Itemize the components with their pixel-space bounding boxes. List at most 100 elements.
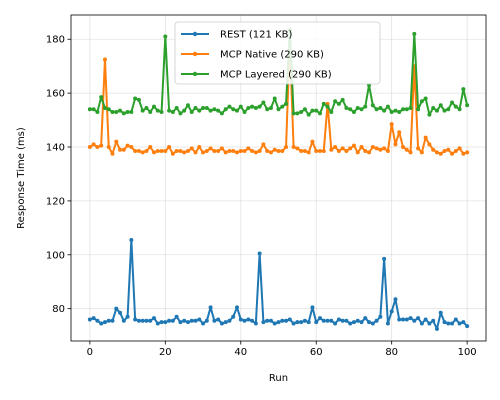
data-point bbox=[193, 105, 198, 110]
data-point bbox=[321, 318, 326, 323]
data-point bbox=[401, 107, 405, 112]
data-point bbox=[385, 104, 390, 109]
data-point bbox=[197, 145, 202, 150]
legend-label: MCP Native (290 KB) bbox=[220, 50, 324, 61]
data-point bbox=[257, 149, 262, 154]
data-point bbox=[261, 320, 266, 325]
data-point bbox=[291, 321, 296, 326]
data-point bbox=[370, 321, 375, 326]
data-point bbox=[276, 149, 281, 154]
data-point bbox=[204, 149, 209, 154]
data-point bbox=[434, 108, 439, 113]
data-point bbox=[404, 107, 409, 112]
data-point bbox=[170, 318, 175, 323]
data-point bbox=[450, 100, 455, 105]
data-point bbox=[238, 317, 243, 322]
data-point bbox=[189, 109, 194, 114]
data-point bbox=[235, 108, 239, 113]
data-point bbox=[351, 143, 356, 148]
data-point bbox=[144, 318, 149, 323]
data-point bbox=[457, 107, 462, 112]
data-point bbox=[378, 105, 383, 110]
data-point bbox=[152, 316, 156, 321]
y-tick-label: 100 bbox=[46, 250, 65, 261]
data-point bbox=[427, 321, 432, 326]
data-point bbox=[163, 149, 168, 154]
data-point bbox=[385, 149, 390, 154]
data-point bbox=[370, 145, 375, 150]
legend-item-rest-121-kb: REST (121 KB) bbox=[181, 30, 292, 41]
data-point bbox=[446, 147, 451, 152]
data-point bbox=[434, 150, 439, 155]
data-point bbox=[333, 321, 338, 326]
data-point bbox=[174, 149, 179, 154]
data-point bbox=[382, 108, 387, 113]
data-point bbox=[299, 320, 304, 325]
data-point bbox=[280, 318, 285, 323]
data-point bbox=[310, 108, 315, 113]
data-point bbox=[385, 321, 390, 326]
data-point bbox=[389, 309, 394, 314]
data-point bbox=[219, 111, 224, 116]
data-point bbox=[133, 96, 138, 101]
data-point bbox=[314, 320, 319, 325]
data-point bbox=[193, 318, 198, 323]
data-point bbox=[359, 107, 364, 112]
data-point bbox=[102, 57, 107, 62]
data-point bbox=[344, 149, 349, 154]
data-point bbox=[152, 150, 156, 155]
data-point bbox=[167, 145, 172, 150]
data-point bbox=[393, 297, 398, 302]
data-point bbox=[87, 317, 92, 322]
data-point bbox=[227, 318, 232, 323]
data-point bbox=[423, 135, 428, 140]
data-point bbox=[148, 318, 153, 323]
data-point bbox=[344, 318, 349, 323]
data-point bbox=[99, 95, 104, 100]
data-point bbox=[159, 320, 164, 325]
data-point bbox=[235, 305, 239, 310]
data-point bbox=[121, 111, 126, 116]
data-point bbox=[461, 320, 466, 325]
data-point bbox=[223, 107, 228, 112]
data-point bbox=[246, 105, 251, 110]
legend-box bbox=[174, 21, 381, 85]
data-point bbox=[118, 147, 123, 152]
data-point bbox=[419, 150, 424, 155]
data-point bbox=[374, 318, 379, 323]
data-point bbox=[208, 108, 213, 113]
data-point bbox=[442, 108, 447, 113]
data-point bbox=[284, 145, 289, 150]
data-point bbox=[95, 318, 100, 323]
data-point bbox=[397, 130, 402, 135]
data-point bbox=[431, 105, 436, 110]
x-tick-label: 40 bbox=[234, 347, 247, 358]
data-point bbox=[431, 318, 436, 323]
data-point bbox=[336, 149, 341, 154]
data-point bbox=[333, 99, 338, 104]
data-point bbox=[431, 147, 436, 152]
data-point bbox=[204, 318, 209, 323]
data-point bbox=[185, 103, 190, 108]
data-point bbox=[208, 146, 213, 151]
data-point bbox=[238, 149, 243, 154]
data-point bbox=[348, 107, 353, 112]
data-point bbox=[95, 109, 100, 114]
data-point bbox=[159, 149, 164, 154]
data-point bbox=[351, 320, 356, 325]
x-tick-label: 100 bbox=[458, 347, 477, 358]
data-point bbox=[359, 320, 364, 325]
data-point bbox=[419, 321, 424, 326]
data-point bbox=[423, 96, 428, 101]
data-point bbox=[163, 320, 168, 325]
data-point bbox=[189, 146, 194, 151]
data-point bbox=[284, 101, 289, 106]
data-point bbox=[91, 316, 96, 321]
data-point bbox=[280, 104, 285, 109]
data-point bbox=[242, 109, 247, 114]
data-point bbox=[363, 316, 368, 321]
data-point bbox=[348, 321, 353, 326]
data-point bbox=[91, 142, 96, 147]
data-point bbox=[136, 149, 141, 154]
